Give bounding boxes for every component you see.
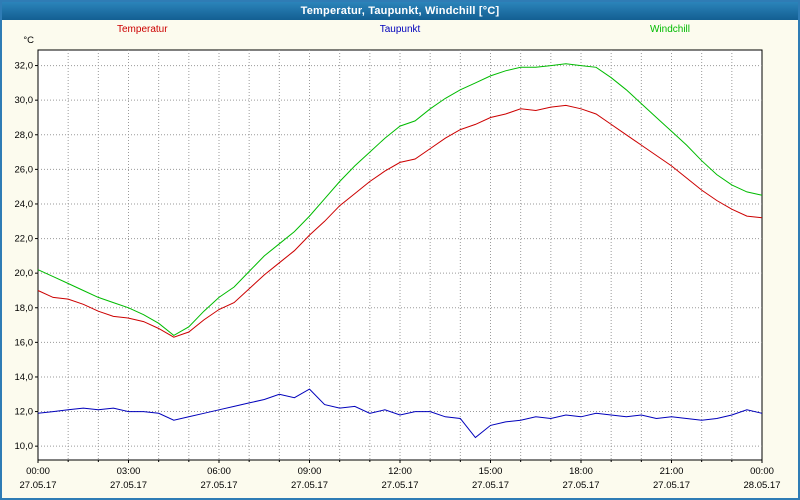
x-date-label: 27.05.17 bbox=[110, 480, 147, 491]
x-tick-label: 06:00 bbox=[207, 466, 231, 477]
legend-label-windchill: Windchill bbox=[649, 24, 690, 35]
x-tick-label: 09:00 bbox=[298, 466, 322, 477]
y-tick-label: 24,0 bbox=[15, 199, 34, 210]
y-tick-label: 22,0 bbox=[15, 234, 34, 245]
x-date-label: 27.05.17 bbox=[20, 480, 57, 491]
legend-label-taupunkt: Taupunkt bbox=[379, 24, 421, 35]
x-tick-label: 00:00 bbox=[26, 466, 50, 477]
chart-title: Temperatur, Taupunkt, Windchill [°C] bbox=[300, 5, 500, 17]
y-axis-unit-label: °C bbox=[23, 35, 34, 46]
series-line-temperatur bbox=[37, 104, 763, 338]
title-bar: Temperatur, Taupunkt, Windchill [°C] bbox=[2, 2, 798, 20]
y-tick-label: 28,0 bbox=[15, 130, 34, 141]
y-tick-label: 12,0 bbox=[15, 407, 34, 418]
y-tick-label: 18,0 bbox=[15, 303, 34, 314]
x-date-label: 27.05.17 bbox=[472, 480, 509, 491]
legend-label-temperatur: Temperatur bbox=[117, 24, 168, 35]
x-tick-label: 15:00 bbox=[479, 466, 503, 477]
y-tick-label: 26,0 bbox=[15, 164, 34, 175]
x-tick-label: 12:00 bbox=[388, 466, 412, 477]
x-date-label: 27.05.17 bbox=[382, 480, 419, 491]
x-tick-label: 21:00 bbox=[660, 466, 684, 477]
y-tick-label: 20,0 bbox=[15, 268, 34, 279]
x-date-label: 28.05.17 bbox=[744, 480, 781, 491]
x-date-label: 27.05.17 bbox=[291, 480, 328, 491]
x-date-label: 27.05.17 bbox=[563, 480, 600, 491]
y-tick-label: 14,0 bbox=[15, 372, 34, 383]
legend: Temperatur Taupunkt Windchill bbox=[2, 24, 798, 38]
series-line-windchill bbox=[37, 63, 763, 337]
y-tick-label: 16,0 bbox=[15, 337, 34, 348]
y-tick-label: 10,0 bbox=[15, 441, 34, 452]
x-tick-label: 00:00 bbox=[750, 466, 774, 477]
chart-plot: 32,0 30,0 28,0 26,0 24,0 22,0 20,0 18,0 16,0 14,0… bbox=[15, 35, 781, 491]
y-tick-label: 32,0 bbox=[15, 61, 34, 72]
x-date-label: 27.05.17 bbox=[653, 480, 690, 491]
x-date-label: 27.05.17 bbox=[201, 480, 238, 491]
x-tick-label: 03:00 bbox=[117, 466, 141, 477]
y-tick-label: 30,0 bbox=[15, 95, 34, 106]
x-tick-label: 18:00 bbox=[569, 466, 593, 477]
series-line-taupunkt bbox=[37, 388, 763, 439]
